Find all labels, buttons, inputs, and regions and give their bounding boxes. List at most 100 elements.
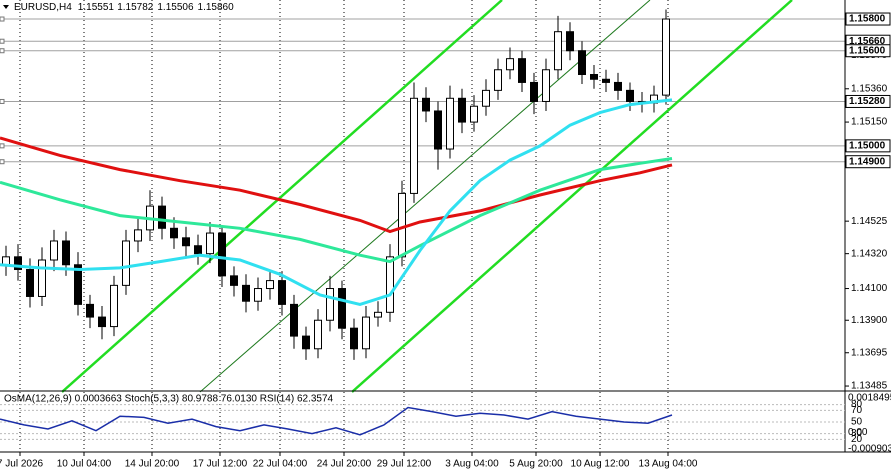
candle-body [110,284,118,328]
candle-body [50,240,58,261]
panel-tick-label: 20 [851,434,863,445]
candle-body [350,327,358,350]
y-tick-label: 1.14100 [851,283,888,294]
candle-body [434,110,442,150]
symbol: EURUSD,H4 [14,2,72,13]
chart-header: EURUSD,H4 1.15551 1.15782 1.15506 1.15860 [14,2,234,13]
level-label: 1.15800 [849,14,886,25]
candle-body [542,69,550,102]
candle-body [218,232,226,277]
candle-body [470,105,478,123]
candle-body [38,259,46,297]
candle-body [386,256,394,313]
quote-close: 1.15860 [198,2,235,13]
level-label: 1.15280 [849,96,886,107]
y-tick-label: 1.13695 [851,347,888,358]
y-tick-label: 1.14320 [851,248,888,259]
series-line [0,406,673,436]
osma-tick-label: 0.00 [848,427,868,438]
x-tick-label: 7 Jul 2026 [0,459,44,470]
quote-high: 1.15782 [117,2,154,13]
candle-body [662,18,670,96]
level-box [845,12,891,26]
level-marker [0,143,5,149]
level-box [845,94,891,108]
x-tick-label: 13 Aug 04:00 [639,459,698,470]
panel-tick-label: 50 [851,417,863,428]
candle-body [494,69,502,91]
y-tick-label: 1.15150 [851,117,888,128]
quote-low: 1.15506 [157,2,194,13]
candle-body [242,284,250,302]
candle-body [158,205,166,229]
level-box [845,139,891,153]
candle-body [14,256,22,271]
level-marker [0,159,5,165]
candle-body [326,288,334,321]
x-tick-label: 29 Jul 12:00 [377,459,432,470]
candle-body [518,58,526,83]
candle-body [422,97,430,112]
candle-body [446,97,454,150]
candle-body [74,264,82,305]
candle-body [458,97,466,123]
level-marker [0,98,5,104]
x-tick-label: 22 Jul 04:00 [253,459,308,470]
candle-body [578,50,586,76]
candle-body [374,311,382,318]
candle-body [398,192,406,258]
level-marker [0,16,5,22]
x-tick-label: 10 Jul 04:00 [57,459,112,470]
candle-body [170,227,178,239]
y-tick-label: 1.13900 [851,315,888,326]
candle-body [98,316,106,328]
candle-body [182,237,190,247]
candle-body [230,275,238,286]
candle-body [626,89,634,102]
candle-body [410,97,418,194]
candle-body [266,280,274,290]
candle-body [86,303,94,318]
candle-body [62,240,70,266]
x-tick-label: 17 Jul 12:00 [193,459,248,470]
series-line [0,98,673,306]
y-tick-label: 1.15360 [851,83,888,94]
panel-tick-label: 80 [851,399,863,410]
panel-tick-label: 70 [851,405,863,416]
indicator-title: OsMA(12,26,9) 0.0003663 Stoch(5,3,3) 80.… [4,394,334,405]
channel-middle [199,0,651,393]
y-tick-label: 1.13485 [851,381,888,392]
candle-body [566,31,574,52]
y-tick-label: 1.14525 [851,216,888,227]
x-tick-label: 10 Aug 12:00 [571,459,630,470]
series-line [0,136,673,234]
candle-body [134,229,142,242]
x-tick-label: 3 Aug 04:00 [445,459,499,470]
level-label: 1.15660 [849,36,886,47]
channel [61,0,793,393]
level-marker [0,48,5,54]
candle-body [602,78,610,83]
level-label: 1.15000 [849,140,886,151]
candle-body [194,245,202,255]
channel-upper [61,0,503,393]
osma-tick-label: 0.0018495 [848,392,891,403]
candle-body [338,288,346,329]
x-tick-label: 24 Jul 20:00 [317,459,372,470]
candle-body [278,280,286,305]
level-box [845,44,891,58]
x-tick-label: 5 Aug 20:00 [509,459,563,470]
candle-body [26,269,34,297]
level-label: 1.14900 [849,156,886,167]
panel-tick-label: 30 [851,428,863,439]
candle-body [554,31,562,71]
channel-lower [351,0,793,393]
level-label: 1.15600 [849,45,886,56]
candle-body [614,81,622,91]
candle-body [482,89,490,107]
candle-body [506,58,514,71]
candle-body [2,256,10,266]
candle-body [590,74,598,80]
